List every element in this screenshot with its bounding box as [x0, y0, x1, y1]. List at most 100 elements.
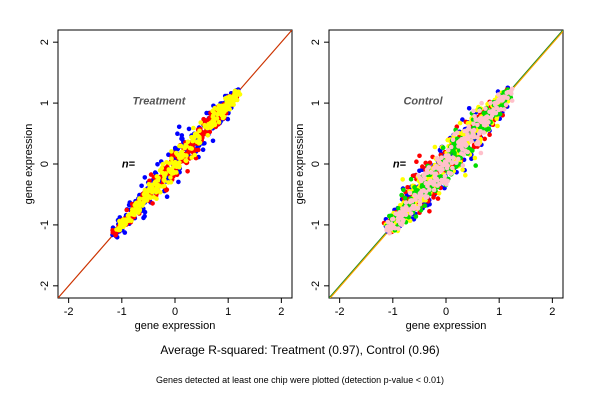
n-count-label: n= [122, 159, 136, 171]
data-point [130, 211, 136, 217]
data-point [483, 106, 488, 111]
data-point [440, 145, 446, 151]
data-point [197, 136, 202, 142]
data-point [431, 166, 437, 171]
y-tick-label: -1 [39, 220, 51, 230]
data-point [481, 130, 487, 135]
data-point [412, 192, 417, 198]
data-point [189, 155, 194, 160]
data-point [142, 209, 148, 215]
data-point [422, 203, 428, 208]
data-point [185, 139, 191, 145]
data-point [507, 89, 512, 95]
data-point [462, 128, 467, 134]
data-point [486, 126, 492, 131]
data-point [139, 183, 144, 189]
y-tick-label: -2 [310, 281, 322, 291]
data-point [183, 158, 188, 163]
data-point [453, 164, 459, 170]
data-point [466, 126, 472, 131]
data-point [225, 116, 231, 122]
data-point [152, 180, 158, 185]
data-point [224, 107, 229, 112]
r-squared-caption: Average R-squared: Treatment (0.97), Con… [160, 343, 440, 357]
data-point [488, 115, 494, 120]
data-point [149, 190, 155, 195]
data-point [410, 203, 416, 209]
data-point [162, 183, 167, 189]
data-point [124, 207, 129, 213]
data-point [147, 186, 152, 191]
data-point [164, 194, 170, 199]
data-point [170, 171, 175, 176]
data-point [509, 86, 515, 92]
data-point [221, 103, 227, 108]
data-point [190, 138, 195, 144]
data-point [175, 131, 180, 136]
data-point [417, 153, 422, 159]
data-point [421, 172, 427, 178]
data-point [130, 207, 135, 212]
data-point [178, 151, 184, 156]
data-point [147, 178, 152, 184]
data-point [479, 100, 484, 106]
data-point [420, 164, 425, 169]
data-point [459, 151, 464, 156]
data-point [157, 168, 163, 173]
data-point [435, 183, 440, 188]
data-point [148, 195, 153, 200]
data-point [205, 133, 211, 138]
data-point [164, 160, 169, 165]
data-point [168, 179, 174, 185]
data-point [169, 149, 174, 154]
data-point [435, 166, 441, 171]
data-point [456, 156, 461, 162]
data-point [212, 105, 217, 111]
data-point [429, 170, 434, 175]
data-point [476, 131, 482, 136]
data-point [176, 179, 181, 185]
data-point [448, 144, 454, 150]
data-point [501, 107, 507, 112]
data-point [419, 192, 424, 198]
data-point [191, 134, 197, 140]
data-point [444, 165, 450, 171]
data-point [408, 176, 414, 182]
data-point [487, 132, 492, 137]
scatter-panel-1: -2 -1 0 1 2 -2 -1 0 1 2 gene expression gene expres… [23, 29, 293, 332]
data-point [186, 126, 192, 132]
data-point [444, 161, 449, 167]
data-point [495, 123, 500, 129]
data-point [192, 152, 197, 158]
data-point [390, 216, 396, 222]
data-point [233, 96, 238, 101]
data-point [385, 224, 391, 229]
data-point [431, 181, 437, 187]
data-point [229, 100, 234, 106]
data-point [403, 205, 409, 210]
data-point [446, 148, 451, 153]
data-point [401, 187, 406, 193]
data-point [431, 187, 437, 193]
data-point [385, 219, 391, 225]
data-point [393, 211, 399, 216]
data-point [482, 136, 488, 142]
data-point [465, 149, 471, 155]
data-point [403, 212, 409, 218]
data-point [415, 205, 421, 211]
data-point [141, 191, 147, 197]
data-point [471, 121, 476, 127]
data-point [467, 120, 473, 125]
data-point [425, 194, 430, 199]
data-point [465, 131, 470, 137]
data-point [496, 92, 501, 97]
data-point [435, 178, 440, 183]
data-point [187, 145, 193, 151]
data-point [439, 155, 444, 160]
data-point [176, 124, 182, 130]
data-point [224, 95, 230, 100]
data-point [457, 120, 463, 126]
data-point [162, 178, 167, 183]
plot-area [329, 30, 563, 298]
data-point [491, 107, 496, 112]
